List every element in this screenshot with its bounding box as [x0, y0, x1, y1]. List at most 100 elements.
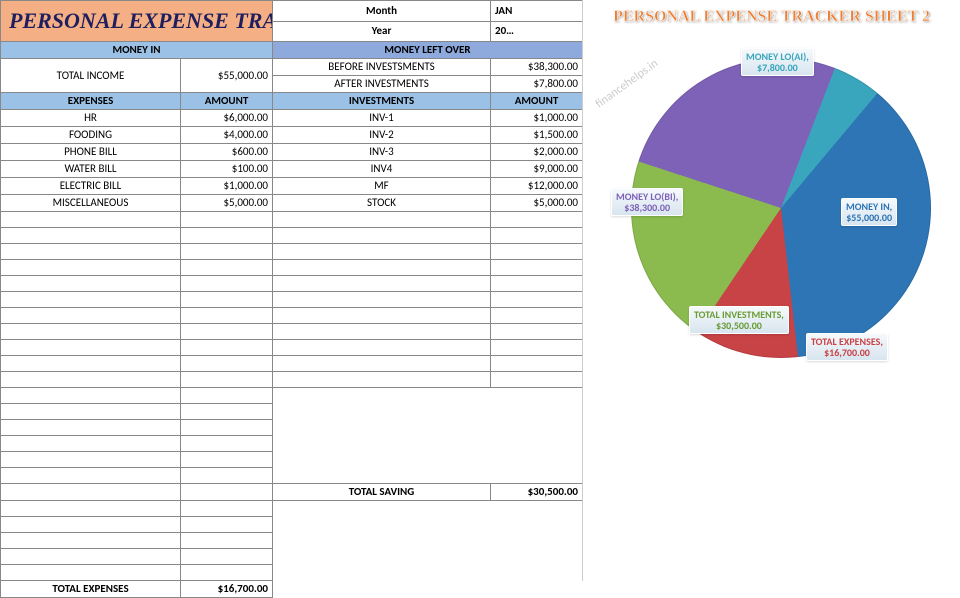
total-expenses-value[interactable]: $16,700.00: [181, 581, 273, 598]
investment-name[interactable]: [273, 260, 491, 276]
investment-amount[interactable]: [491, 308, 583, 324]
expense-amount[interactable]: [181, 276, 273, 292]
expense-name[interactable]: [1, 228, 181, 244]
investment-name[interactable]: STOCK: [273, 195, 491, 212]
expense-name[interactable]: [1, 436, 181, 452]
expense-amount[interactable]: [181, 404, 273, 420]
empty-cell[interactable]: [181, 517, 273, 533]
investment-name[interactable]: [273, 228, 491, 244]
investment-amount[interactable]: [491, 260, 583, 276]
expense-amount[interactable]: [181, 228, 273, 244]
year-value[interactable]: 20…: [491, 21, 583, 42]
investment-amount[interactable]: [491, 340, 583, 356]
empty-cell[interactable]: [1, 533, 181, 549]
expense-amount[interactable]: [181, 324, 273, 340]
expense-amount[interactable]: [181, 420, 273, 436]
expense-amount[interactable]: [181, 356, 273, 372]
empty-cell[interactable]: [1, 549, 181, 565]
expense-amount[interactable]: [181, 452, 273, 468]
expense-name[interactable]: WATER BILL: [1, 161, 181, 178]
empty-cell[interactable]: [181, 501, 273, 517]
expense-amount[interactable]: $1,000.00: [181, 178, 273, 195]
empty-cell[interactable]: [1, 484, 181, 501]
expense-name[interactable]: [1, 468, 181, 484]
expense-name[interactable]: PHONE BILL: [1, 144, 181, 161]
expense-amount[interactable]: $100.00: [181, 161, 273, 178]
expense-amount[interactable]: [181, 372, 273, 388]
investment-name[interactable]: MF: [273, 178, 491, 195]
investment-amount[interactable]: $1,500.00: [491, 127, 583, 144]
investment-amount[interactable]: [491, 372, 583, 388]
expense-name[interactable]: [1, 292, 181, 308]
investment-amount[interactable]: [491, 276, 583, 292]
empty-cell[interactable]: [181, 484, 273, 501]
investment-name[interactable]: [273, 212, 491, 228]
investment-amount[interactable]: $5,000.00: [491, 195, 583, 212]
expense-amount[interactable]: [181, 260, 273, 276]
investment-name[interactable]: INV-1: [273, 110, 491, 127]
expense-name[interactable]: [1, 276, 181, 292]
investment-name[interactable]: [273, 244, 491, 260]
expense-amount[interactable]: [181, 388, 273, 404]
empty-cell[interactable]: [181, 533, 273, 549]
expense-name[interactable]: FOODING: [1, 127, 181, 144]
investment-name[interactable]: [273, 340, 491, 356]
empty-cell[interactable]: [1, 517, 181, 533]
expense-name[interactable]: ELECTRIC BILL: [1, 178, 181, 195]
spreadsheet: PERSONAL EXPENSE TRACKER SHEET 2 Month J…: [0, 0, 582, 581]
investment-amount[interactable]: [491, 244, 583, 260]
expense-name[interactable]: [1, 404, 181, 420]
investment-name[interactable]: INV-3: [273, 144, 491, 161]
investment-name[interactable]: INV-2: [273, 127, 491, 144]
investment-amount[interactable]: [491, 292, 583, 308]
investment-name[interactable]: [273, 276, 491, 292]
expense-amount[interactable]: $4,000.00: [181, 127, 273, 144]
expense-amount[interactable]: [181, 308, 273, 324]
investment-amount[interactable]: $2,000.00: [491, 144, 583, 161]
expense-name[interactable]: [1, 356, 181, 372]
month-value[interactable]: JAN: [491, 1, 583, 22]
investment-amount[interactable]: $12,000.00: [491, 178, 583, 195]
empty-cell[interactable]: [181, 549, 273, 565]
expense-name[interactable]: HR: [1, 110, 181, 127]
investment-name[interactable]: [273, 356, 491, 372]
expense-name[interactable]: [1, 420, 181, 436]
investment-name[interactable]: [273, 292, 491, 308]
expense-name[interactable]: [1, 244, 181, 260]
expense-name[interactable]: [1, 212, 181, 228]
expense-amount[interactable]: [181, 340, 273, 356]
empty-cell[interactable]: [181, 565, 273, 581]
expense-amount[interactable]: $6,000.00: [181, 110, 273, 127]
total-saving-value[interactable]: $30,500.00: [491, 484, 583, 501]
before-inv-value[interactable]: $38,300.00: [491, 59, 583, 76]
expense-amount[interactable]: $5,000.00: [181, 195, 273, 212]
expense-amount[interactable]: [181, 468, 273, 484]
expense-amount[interactable]: [181, 292, 273, 308]
expense-name[interactable]: [1, 324, 181, 340]
investment-amount[interactable]: [491, 228, 583, 244]
investment-amount[interactable]: $9,000.00: [491, 161, 583, 178]
investment-name[interactable]: INV4: [273, 161, 491, 178]
investment-name[interactable]: [273, 372, 491, 388]
investment-amount[interactable]: [491, 356, 583, 372]
expense-name[interactable]: [1, 340, 181, 356]
expense-amount[interactable]: [181, 212, 273, 228]
investment-amount[interactable]: $1,000.00: [491, 110, 583, 127]
expense-name[interactable]: [1, 452, 181, 468]
expense-name[interactable]: MISCELLANEOUS: [1, 195, 181, 212]
total-income-value[interactable]: $55,000.00: [181, 59, 273, 93]
investment-name[interactable]: [273, 324, 491, 340]
expense-amount[interactable]: [181, 244, 273, 260]
expense-name[interactable]: [1, 372, 181, 388]
expense-name[interactable]: [1, 308, 181, 324]
expense-amount[interactable]: [181, 436, 273, 452]
investment-name[interactable]: [273, 308, 491, 324]
empty-cell[interactable]: [1, 501, 181, 517]
investment-amount[interactable]: [491, 324, 583, 340]
expense-name[interactable]: [1, 260, 181, 276]
investment-amount[interactable]: [491, 212, 583, 228]
after-inv-value[interactable]: $7,800.00: [491, 76, 583, 93]
expense-name[interactable]: [1, 388, 181, 404]
empty-cell[interactable]: [1, 565, 181, 581]
expense-amount[interactable]: $600.00: [181, 144, 273, 161]
